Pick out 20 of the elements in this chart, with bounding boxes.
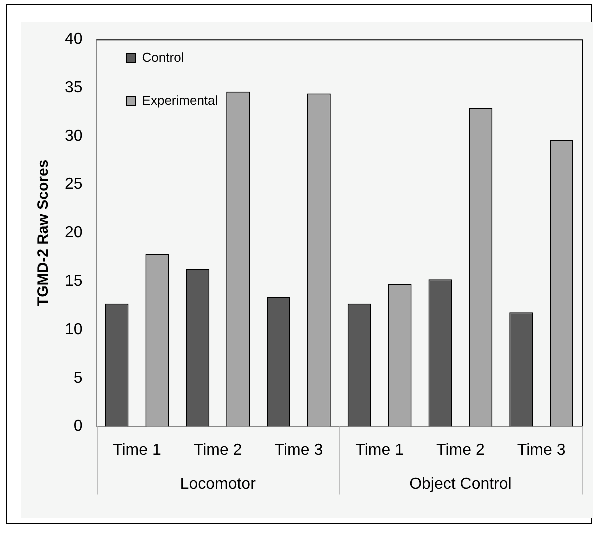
x-tick-label: Time 2 [194, 442, 242, 459]
y-tick-label: 10 [65, 321, 83, 338]
x-tick-label: Time 2 [436, 442, 485, 459]
y-tick-label: 30 [65, 128, 83, 145]
y-tick-label: 40 [65, 31, 83, 48]
y-axis-title: TGMD-2 Raw Scores [35, 160, 52, 307]
x-tick-label: Time 3 [274, 442, 324, 459]
y-tick-label: 25 [65, 176, 83, 194]
x-tick-label: Time 1 [113, 442, 162, 459]
x-tick-label: Time 1 [356, 442, 404, 459]
text: Object Control [410, 476, 512, 494]
text: Locomotor [180, 476, 257, 494]
legend-label: Control [142, 50, 184, 66]
y-tick-label: 20 [65, 224, 83, 242]
x-tick-label: Time 3 [517, 442, 566, 459]
y-tick-label: 15 [65, 273, 83, 290]
legend-label: Experimental [142, 93, 218, 108]
y-tick-label: 0 [74, 418, 83, 436]
y-tick-label: 5 [74, 370, 83, 387]
y-tick-label: 35 [65, 79, 83, 96]
